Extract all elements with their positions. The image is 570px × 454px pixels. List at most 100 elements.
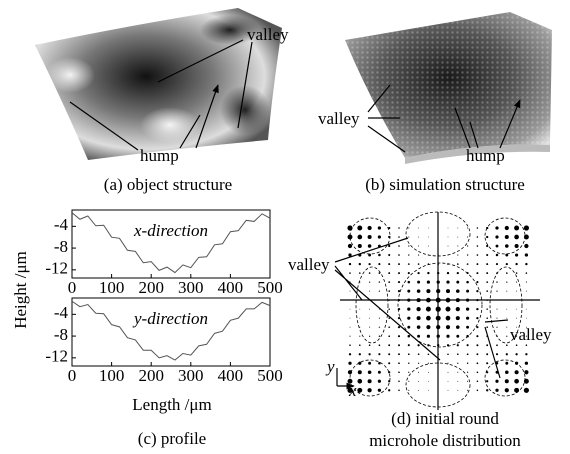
microhole — [506, 327, 507, 328]
microhole — [359, 272, 361, 274]
x-tick-label: 200 — [138, 278, 164, 297]
microhole — [418, 263, 420, 265]
microhole — [388, 326, 390, 328]
microhole — [457, 246, 458, 247]
microhole — [467, 236, 468, 237]
microhole — [506, 291, 507, 292]
microhole — [477, 390, 479, 392]
microhole — [477, 254, 479, 256]
profile-charts: -4-8-120100200300400500x-direction-4-8-1… — [45, 210, 282, 385]
microhole — [467, 390, 468, 391]
microhole — [446, 335, 449, 338]
microhole — [379, 327, 380, 328]
microhole — [448, 390, 449, 391]
microhole — [378, 380, 381, 383]
microhole — [367, 388, 371, 392]
chart-label: y-direction — [132, 309, 208, 328]
microhole — [398, 290, 400, 292]
microhole — [359, 336, 360, 337]
microhole — [408, 272, 410, 274]
microhole — [408, 381, 409, 382]
microhole — [368, 362, 371, 365]
microhole — [496, 309, 497, 310]
microhole — [477, 245, 479, 247]
microhole — [428, 372, 429, 373]
microhole — [477, 380, 479, 382]
microhole — [398, 380, 400, 382]
microhole — [506, 318, 507, 319]
microhole — [388, 281, 390, 283]
microhole — [457, 263, 459, 265]
microhole — [358, 370, 362, 374]
microhole — [388, 245, 390, 247]
microhole — [388, 389, 390, 391]
microhole — [506, 336, 507, 337]
annotation: valley — [247, 25, 289, 44]
microhole — [457, 353, 459, 355]
microhole — [446, 316, 451, 321]
microhole — [456, 325, 460, 329]
microhole — [408, 236, 409, 237]
microhole — [505, 362, 508, 365]
microhole — [350, 327, 351, 328]
microhole — [388, 362, 390, 364]
microhole — [486, 326, 488, 328]
microhole — [388, 344, 390, 346]
microhole — [506, 309, 507, 310]
microhole — [496, 291, 497, 292]
microhole — [516, 282, 517, 283]
microhole — [398, 344, 400, 346]
microhole — [524, 370, 528, 374]
microhole — [516, 344, 518, 346]
microhole — [526, 309, 527, 310]
y-tick-label: -8 — [54, 325, 68, 344]
microhole — [378, 235, 381, 238]
microhole — [466, 290, 469, 293]
microhole — [448, 237, 449, 238]
x-tick-label: 200 — [138, 366, 164, 385]
microhole — [476, 281, 478, 283]
y-tick-label: -12 — [45, 347, 68, 366]
microhole — [457, 372, 458, 373]
microhole — [368, 353, 370, 355]
microhole — [466, 317, 469, 320]
microhole — [495, 380, 498, 383]
microhole — [398, 390, 400, 392]
y-tick-label: -12 — [45, 259, 68, 278]
microhole — [526, 272, 528, 274]
microhole — [486, 308, 488, 310]
microhole — [515, 253, 518, 256]
annotation: valley — [510, 325, 552, 344]
microhole — [506, 281, 507, 282]
microhole — [426, 316, 431, 321]
microhole — [408, 335, 411, 338]
microhole — [368, 244, 372, 248]
microhole — [516, 272, 518, 274]
microhole — [398, 236, 400, 238]
x-axis-label: Length /μm — [132, 395, 211, 414]
microhole — [407, 317, 410, 320]
axis-indicator-label: y — [325, 357, 335, 376]
microhole — [359, 309, 360, 310]
microhole — [496, 245, 499, 248]
microhole — [378, 263, 380, 265]
microhole — [515, 370, 519, 374]
microhole — [467, 363, 468, 364]
microhole — [398, 317, 400, 319]
microhole — [369, 344, 371, 346]
microhole — [418, 254, 419, 255]
microhole — [506, 263, 508, 265]
microhole — [369, 281, 370, 282]
microhole — [369, 336, 370, 337]
microhole — [516, 291, 517, 292]
microhole — [417, 272, 419, 274]
annotation: valley — [318, 109, 360, 128]
microhole — [505, 244, 509, 248]
microhole — [349, 336, 350, 337]
microhole — [446, 281, 449, 284]
microhole — [398, 227, 400, 229]
microhole — [348, 244, 352, 248]
microhole — [446, 289, 450, 293]
microhole — [428, 381, 429, 382]
microhole — [515, 263, 517, 265]
